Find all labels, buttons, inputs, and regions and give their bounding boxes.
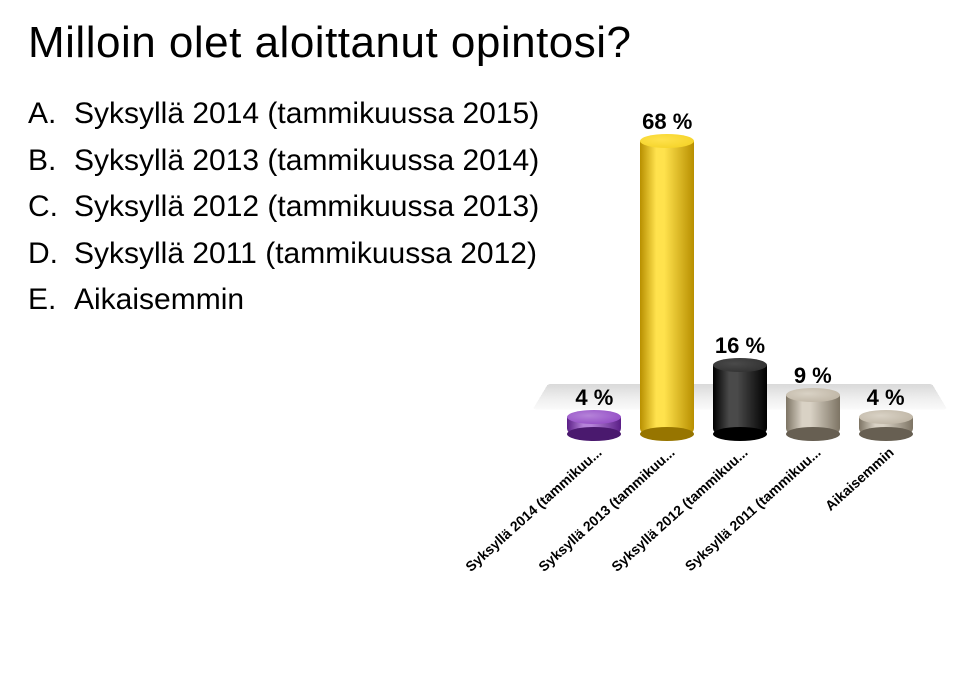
results-chart: 4 %68 %16 %9 %4 % Syksyllä 2014 (tammiku… [548,94,932,554]
bar-value-label: 68 % [642,109,692,135]
opt-text: Syksyllä 2012 (tammikuussa 2013) [74,187,539,228]
opt-text: Syksyllä 2014 (tammikuussa 2015) [74,94,539,135]
bar-value-label: 4 % [867,385,905,411]
bar-value-label: 4 % [575,385,613,411]
opt-letter: C. [28,187,74,228]
bar-value-label: 16 % [715,333,765,359]
slide-title: Milloin olet aloittanut opintosi? [28,18,932,68]
bar-value-label: 9 % [794,363,832,389]
opt-text: Aikaisemmin [74,280,244,321]
chart-x-label: Aikaisemmin [858,436,914,554]
answer-options: A.Syksyllä 2014 (tammikuussa 2015) B.Syk… [28,94,548,327]
opt-text: Syksyllä 2011 (tammikuussa 2012) [74,234,537,275]
chart-bar: 68 % [639,109,695,434]
chart-bar: 4 % [566,385,622,434]
chart-bar: 9 % [785,363,841,434]
opt-letter: D. [28,234,74,275]
opt-letter: E. [28,280,74,321]
opt-text: Syksyllä 2013 (tammikuussa 2014) [74,141,539,182]
chart-bar: 4 % [858,385,914,434]
opt-letter: A. [28,94,74,135]
opt-letter: B. [28,141,74,182]
chart-bar: 16 % [712,333,768,434]
